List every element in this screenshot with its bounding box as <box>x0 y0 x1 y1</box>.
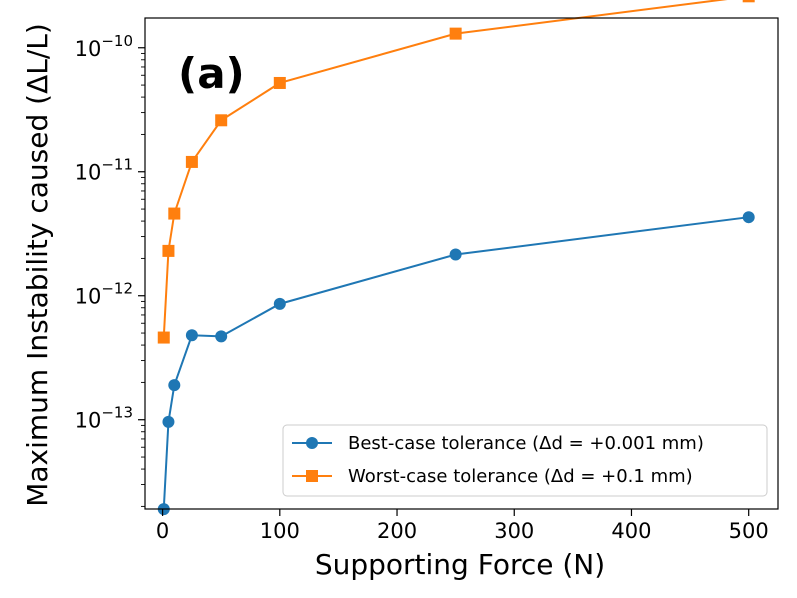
legend-frame <box>282 424 768 497</box>
data-point <box>185 155 198 168</box>
x-tick-label: 400 <box>611 519 651 543</box>
data-point <box>215 330 228 343</box>
data-point <box>162 244 175 257</box>
y-axis-label: Maximum Instability caused (ΔL/L) <box>21 23 54 507</box>
x-tick-label: 100 <box>260 519 300 543</box>
data-point <box>742 0 755 3</box>
data-point <box>168 207 181 220</box>
data-point <box>449 248 462 261</box>
data-point <box>185 329 198 342</box>
x-axis-label: Supporting Force (N) <box>315 548 605 581</box>
data-point <box>273 76 286 89</box>
legend-marker-best <box>306 437 318 449</box>
data-point <box>449 27 462 40</box>
y-tick-label: 10−13 <box>75 404 133 433</box>
data-point <box>742 211 755 224</box>
panel-label: (a) <box>178 49 245 98</box>
series-line-1 <box>162 0 728 338</box>
data-point <box>215 114 228 127</box>
x-tick-label: 300 <box>494 519 534 543</box>
data-point <box>162 415 175 428</box>
y-tick-label: 10−11 <box>75 156 133 185</box>
y-tick-label: 10−12 <box>75 280 133 309</box>
legend-label-best: Best-case tolerance (Δd = +0.001 mm) <box>348 433 704 454</box>
y-tick-label: 10−10 <box>75 32 133 61</box>
data-point <box>157 331 170 344</box>
plot-frame <box>144 17 779 510</box>
x-tick-label: 500 <box>729 519 769 543</box>
legend-marker-worst <box>306 470 318 482</box>
x-tick-label: 200 <box>377 519 417 543</box>
axes-layer: 0 100 200 300 400 500 10−13 10−12 10−11 10−10 <box>75 17 779 543</box>
series-line-0 <box>162 216 749 510</box>
data-point <box>168 379 181 392</box>
legend-label-worst: Worst-case tolerance (Δd = +0.1 mm) <box>348 466 693 487</box>
series-layer <box>157 0 755 516</box>
x-tick-label: 0 <box>156 519 169 543</box>
legend: Best-case tolerance (Δd = +0.001 mm) Wor… <box>282 424 768 497</box>
data-point <box>273 297 286 310</box>
